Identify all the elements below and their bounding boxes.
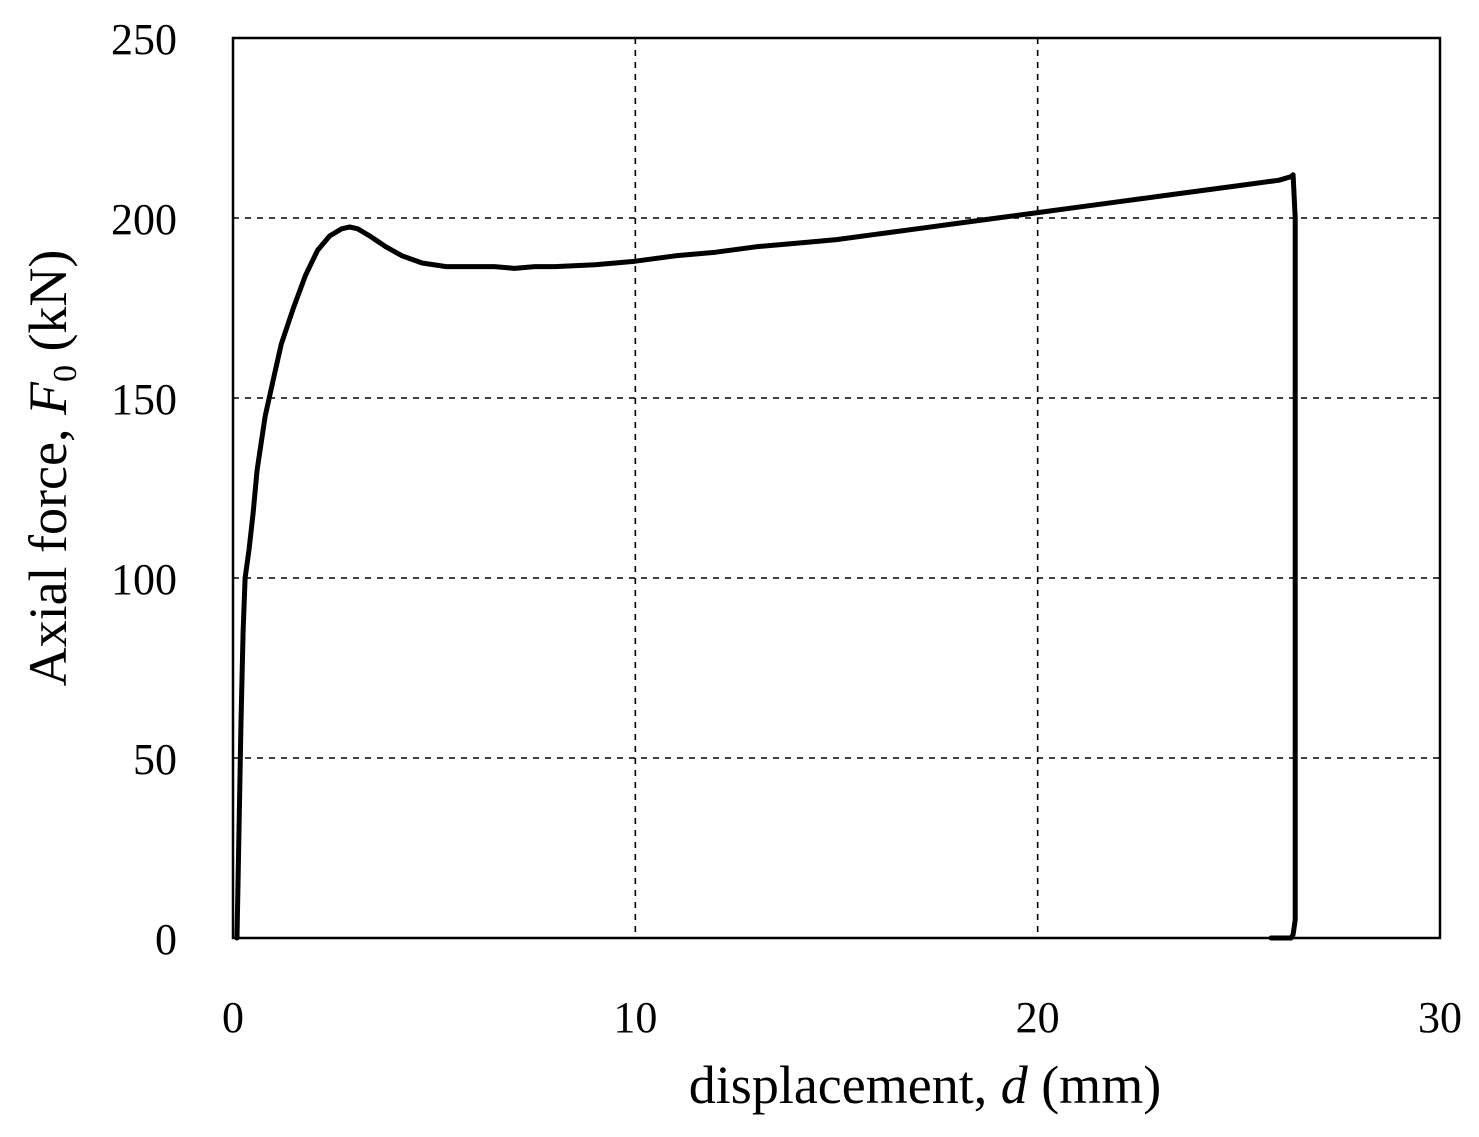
x-tick-labels: 0 10 20 30: [222, 993, 1462, 1042]
plot-frame: [231, 36, 1442, 940]
y-tick-label: 0: [155, 915, 177, 964]
x-tick-label: 10: [613, 993, 657, 1042]
grid-lines: [233, 38, 1440, 938]
series-line: [234, 172, 1298, 941]
y-tick-label: 150: [111, 375, 177, 424]
y-axis-title: Axial force, F0 (kN): [18, 250, 84, 687]
x-tick-label: 30: [1418, 993, 1462, 1042]
x-tick-label: 0: [222, 993, 244, 1042]
y-tick-labels: 0 50 100 150 200 250: [111, 15, 177, 964]
x-axis-title: displacement, d (mm): [689, 1055, 1161, 1115]
x-tick-label: 20: [1016, 993, 1060, 1042]
y-tick-label: 50: [133, 735, 177, 784]
y-tick-label: 100: [111, 555, 177, 604]
y-tick-label: 250: [111, 15, 177, 64]
y-tick-label: 200: [111, 195, 177, 244]
data-series: [234, 172, 1298, 941]
